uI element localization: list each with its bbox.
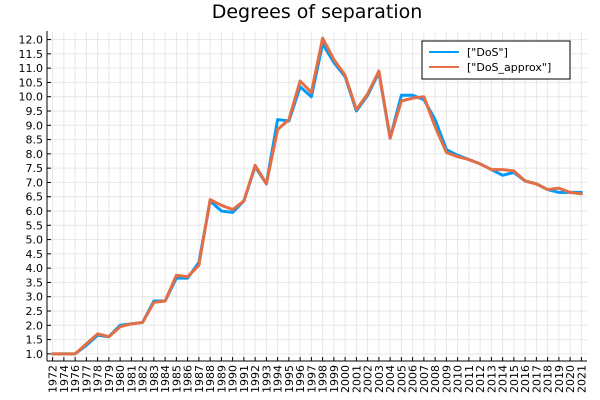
y-tick-label: 3.0 xyxy=(26,291,44,304)
x-tick-label: 1976 xyxy=(69,365,82,393)
x-tick-label: 2011 xyxy=(463,365,476,393)
x-tick-label: 1993 xyxy=(260,365,273,393)
y-tick-label: 4.0 xyxy=(26,262,44,275)
y-tick-label: 2.0 xyxy=(26,319,44,332)
x-tick-label: 2007 xyxy=(418,365,431,393)
x-tick-label: 1974 xyxy=(58,365,71,393)
x-tick-label: 1985 xyxy=(170,365,183,393)
x-tick-label: 1997 xyxy=(305,365,318,393)
y-tick-label: 9.0 xyxy=(26,119,44,132)
x-tick-label: 2020 xyxy=(564,365,577,393)
legend-label-1: ["DoS_approx"] xyxy=(467,61,551,74)
y-tick-label: 10.0 xyxy=(19,91,44,104)
x-tick-label: 2003 xyxy=(373,365,386,393)
x-tick-label: 1980 xyxy=(114,365,127,393)
x-tick-label: 2005 xyxy=(395,365,408,393)
x-tick-label: 1988 xyxy=(204,365,217,393)
series-line-1 xyxy=(51,36,583,356)
y-tick-label: 7.0 xyxy=(26,176,44,189)
x-tick-label: 2017 xyxy=(530,365,543,393)
x-tick-label: 1984 xyxy=(159,365,172,393)
x-tick-label: 2016 xyxy=(519,365,532,393)
x-tick-label: 1987 xyxy=(193,365,206,393)
series-lines xyxy=(51,36,583,356)
x-tick-label: 2004 xyxy=(384,365,397,393)
y-tick-label: 5.5 xyxy=(26,219,44,232)
series-line-0 xyxy=(51,42,583,356)
x-tick-label: 1977 xyxy=(80,365,93,393)
chart-title: Degrees of separation xyxy=(212,1,423,23)
x-tick-label: 2014 xyxy=(497,365,510,393)
x-tick-label: 2021 xyxy=(575,365,588,393)
x-tick-label: 2002 xyxy=(362,365,375,393)
y-tick-label: 6.0 xyxy=(26,205,44,218)
x-tick-labels: 1972197419761977197819791980198119821983… xyxy=(47,365,589,393)
y-tick-label: 7.5 xyxy=(26,162,44,175)
y-tick-label: 8.0 xyxy=(26,148,44,161)
x-tick-label: 1992 xyxy=(249,365,262,393)
x-tick-label: 2009 xyxy=(440,365,453,393)
legend-box xyxy=(421,40,571,80)
x-tick-label: 1979 xyxy=(103,365,116,393)
y-tick-labels: 1.01.5 2.02.53.0 3.54.04.55.0 5.56.06.5 7.07… xyxy=(19,34,44,361)
y-tick-label: 5.0 xyxy=(26,234,44,247)
x-tick-label: 2008 xyxy=(429,365,442,393)
x-tick-label: 1978 xyxy=(92,365,105,393)
legend: ["DoS"] ["DoS_approx"] xyxy=(421,40,571,80)
y-tick-label: 12.0 xyxy=(19,34,44,47)
axes xyxy=(46,31,587,362)
y-tick-label: 9.5 xyxy=(26,105,44,118)
y-tick-label: 11.5 xyxy=(19,48,44,61)
x-tick-label: 1990 xyxy=(227,365,240,393)
y-tick-label: 11.0 xyxy=(19,62,44,75)
y-tick-label: 4.5 xyxy=(26,248,44,261)
y-tick-label: 2.5 xyxy=(26,305,44,318)
x-tick-label: 1998 xyxy=(317,365,330,393)
y-tick-label: 1.5 xyxy=(26,334,44,347)
x-tick-label: 2012 xyxy=(474,365,487,393)
x-tick-label: 1972 xyxy=(47,365,60,393)
x-tick-label: 2015 xyxy=(508,365,521,393)
y-tick-label: 1.0 xyxy=(26,348,44,361)
x-tick-label: 1983 xyxy=(148,365,161,393)
x-tick-label: 1982 xyxy=(137,365,150,393)
x-tick-label: 1989 xyxy=(215,365,228,393)
y-tick-label: 10.5 xyxy=(19,76,44,89)
x-tick-label: 1991 xyxy=(238,365,251,393)
legend-label-0: ["DoS"] xyxy=(467,46,508,59)
x-tick-label: 1995 xyxy=(283,365,296,393)
x-tick-label: 1994 xyxy=(272,365,285,393)
x-tick-label: 2013 xyxy=(485,365,498,393)
x-tick-label: 2001 xyxy=(350,365,363,393)
x-tick-label: 2018 xyxy=(542,365,555,393)
y-tick-label: 6.5 xyxy=(26,191,44,204)
y-tick-label: 8.5 xyxy=(26,134,44,147)
x-tick-label: 2006 xyxy=(407,365,420,393)
x-tick-label: 1986 xyxy=(182,365,195,393)
x-tick-label: 1999 xyxy=(328,365,341,393)
x-tick-label: 2010 xyxy=(452,365,465,393)
x-tick-label: 2000 xyxy=(339,365,352,393)
x-tick-label: 1996 xyxy=(294,365,307,393)
x-tick-label: 1981 xyxy=(125,365,138,393)
grid xyxy=(47,31,587,361)
x-tick-label: 2019 xyxy=(553,365,566,393)
y-tick-label: 3.5 xyxy=(26,276,44,289)
